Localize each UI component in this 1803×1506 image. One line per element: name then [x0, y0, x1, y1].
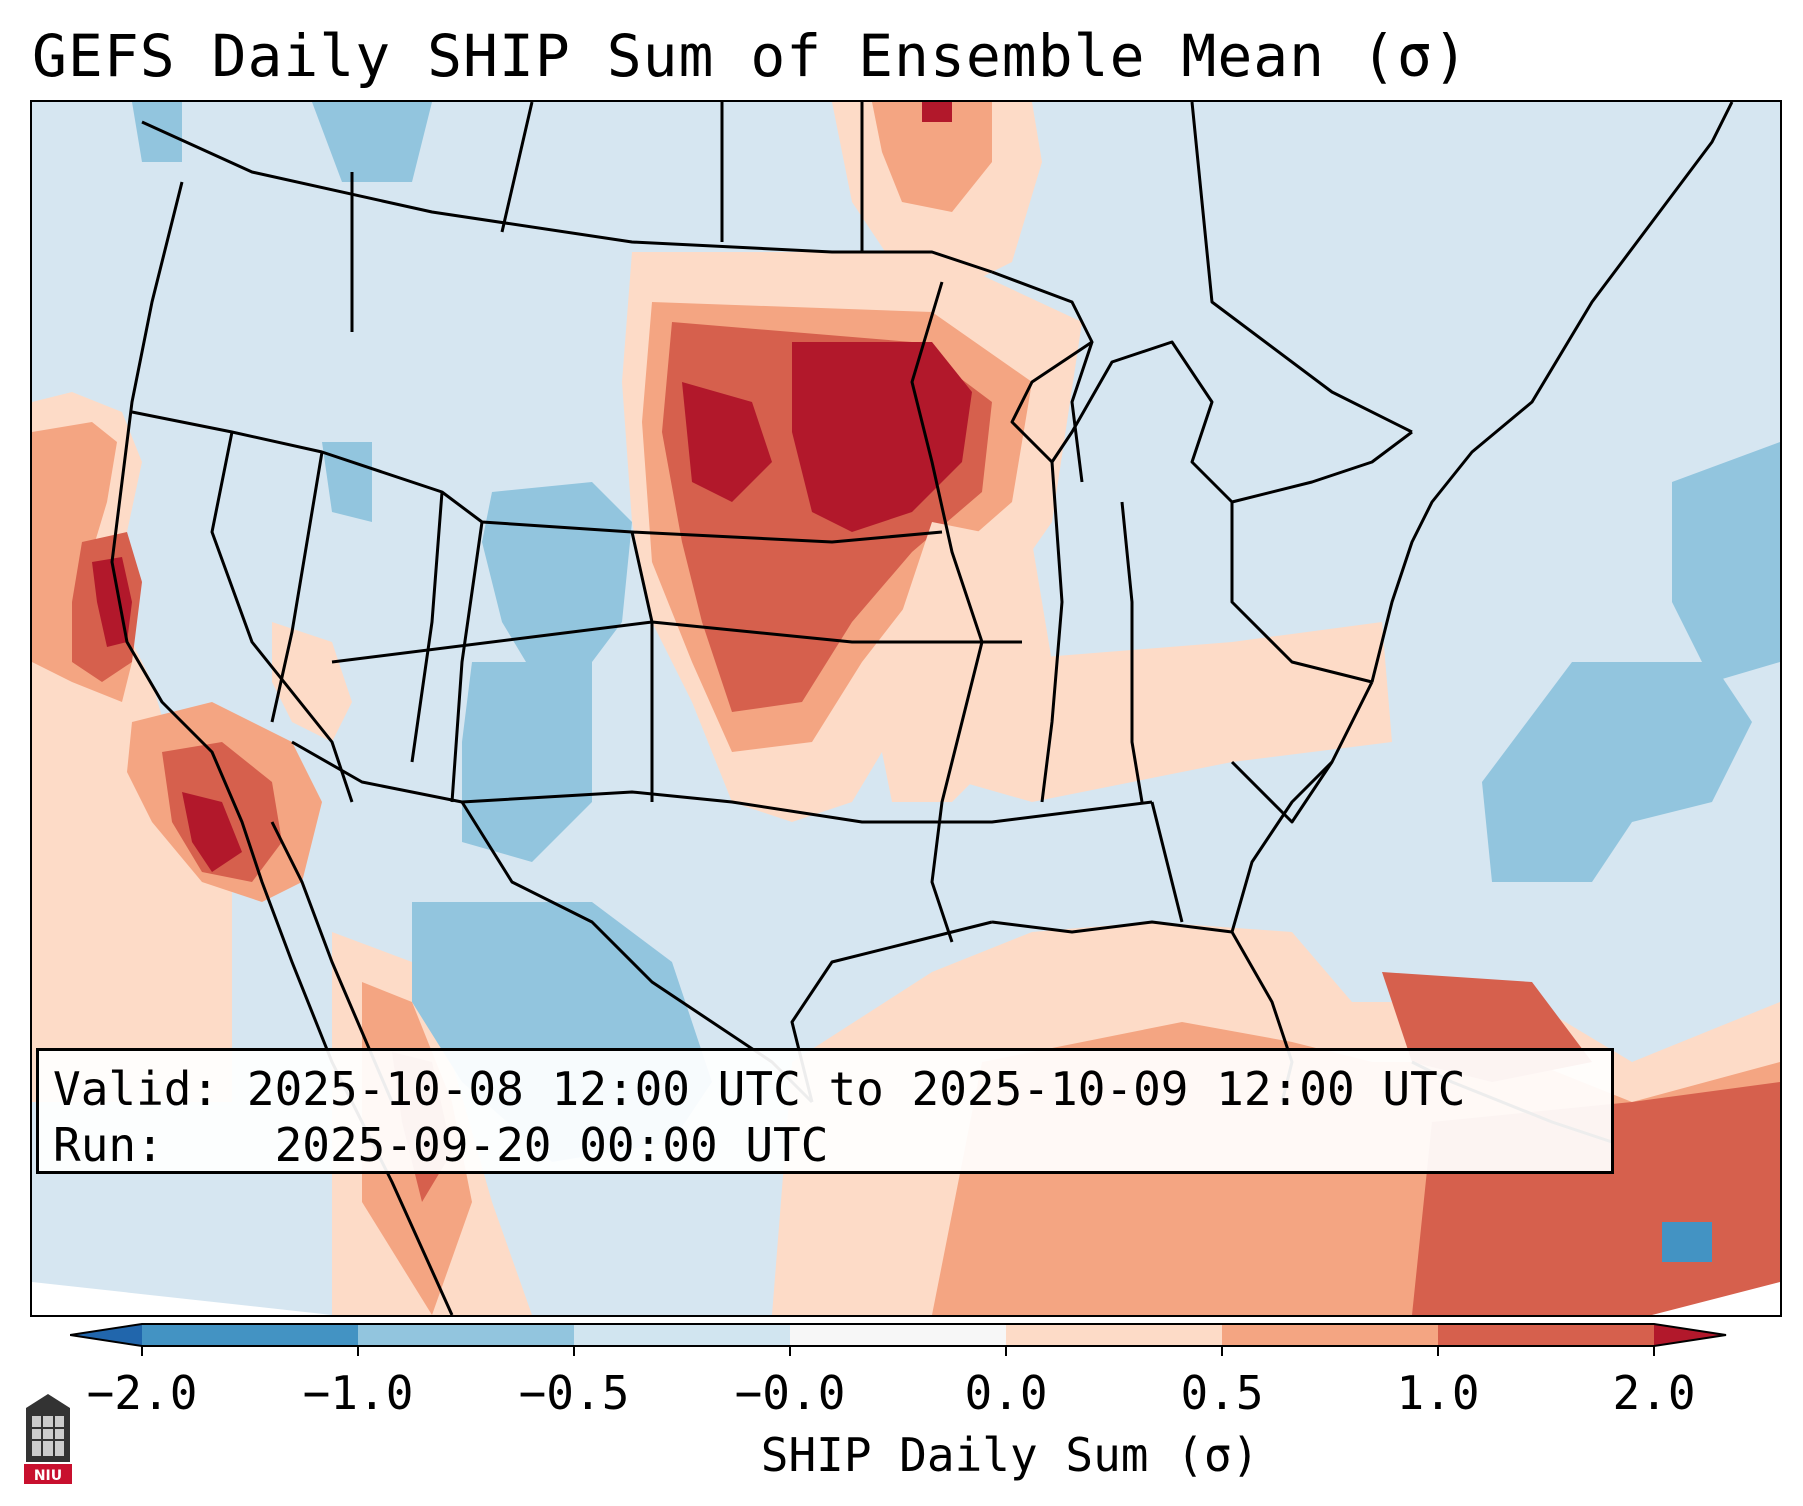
colorbar-segment [142, 1324, 358, 1346]
atlantic-cool-region-1 [1672, 442, 1780, 682]
colorbar-segment [358, 1324, 574, 1346]
mississippi-river [910, 281, 984, 943]
logo-text: NIU [34, 1468, 62, 1484]
map-title: GEFS Daily SHIP Sum of Ensemble Mean (σ) [32, 22, 1469, 90]
colorbar-extend-low [70, 1324, 142, 1346]
colorbar-tick-label: 0.0 [964, 1366, 1048, 1420]
logo-window-lines [32, 1416, 64, 1456]
valid-value: 2025-10-08 12:00 UTC to 2025-10-09 12:00… [246, 1062, 1466, 1116]
bc-cool-region [132, 102, 182, 162]
boundary-lines [110, 102, 1734, 1315]
ohio-pennsylvania-border [1230, 502, 1373, 684]
florida-atlantic-coast [1230, 681, 1374, 933]
colorbar-segment [1222, 1324, 1438, 1346]
ontario-quebec-border [1190, 102, 1413, 434]
east-coastline [1370, 102, 1734, 683]
indiana-ohio-border [1120, 501, 1144, 803]
southwest-extreme-region [182, 792, 242, 872]
new-mexico-cool-region [462, 662, 592, 862]
colorbar-tick-label: 0.5 [1180, 1366, 1264, 1420]
state-line-36n [331, 620, 1022, 664]
illinois-indiana-border [1040, 461, 1064, 803]
colorbar-segment [1006, 1324, 1222, 1346]
colorbar-tick-label: 2.0 [1612, 1366, 1696, 1420]
validity-info-box: Valid: 2025-10-08 12:00 UTC to 2025-10-0… [36, 1048, 1614, 1174]
canada-moderate-region [872, 102, 992, 212]
canada-extreme-cell [922, 102, 952, 122]
colorbar-segment [1438, 1324, 1654, 1346]
colorbar-segment [790, 1324, 1006, 1346]
colorbar-tick-label: −0.5 [518, 1366, 630, 1420]
utah-colorado-border [410, 491, 444, 763]
caribbean-cool-cell [1662, 1222, 1712, 1262]
logo-banner [24, 1464, 72, 1484]
valid-label: Valid: [53, 1062, 220, 1116]
run-value: 2025-09-20 00:00 UTC [274, 1118, 829, 1172]
atlantic-cool-region-2 [1482, 662, 1752, 882]
colorbar-tick-label: −1.0 [302, 1366, 414, 1420]
projection-edge-left [32, 1282, 332, 1315]
tennessee-warm-region [962, 622, 1392, 802]
colorbar-tick-label: −2.0 [86, 1366, 198, 1420]
valid-line: Valid: 2025-10-08 12:00 UTC to 2025-10-0… [53, 1061, 1597, 1117]
alberta-sask-border [500, 102, 534, 233]
colorbar-extend-high [1654, 1324, 1726, 1346]
nevada-border [210, 431, 354, 803]
idaho-cool-region [322, 442, 372, 522]
alabama-georgia-border [1150, 801, 1184, 923]
plains-extreme-region [792, 342, 972, 532]
utah-west-border [270, 451, 324, 723]
run-line: Run: 2025-09-20 00:00 UTC [53, 1117, 1597, 1173]
nevada-warm-region [272, 622, 352, 742]
alberta-cool-region [312, 102, 432, 182]
west-coastline [110, 181, 454, 1315]
california-extreme-region [92, 557, 132, 647]
state-line-north-tier [131, 410, 943, 544]
colorbar [70, 1323, 1727, 1356]
run-label: Run: [53, 1118, 164, 1172]
projection-edge-right [1652, 1282, 1780, 1315]
niu-logo-icon: NIU [24, 1394, 72, 1484]
us-canada-border [141, 120, 993, 274]
colorado-west-border [450, 521, 484, 803]
colorbar-segment [574, 1324, 790, 1346]
colorbar-label: SHIP Daily Sum (σ) [760, 1428, 1260, 1482]
colorbar-tick-label: −0.0 [734, 1366, 846, 1420]
state-line-southern [291, 740, 1153, 824]
lake-michigan-shore [1070, 341, 1094, 483]
carolinas-border [1230, 760, 1334, 824]
colorbar-tick-label: 1.0 [1396, 1366, 1480, 1420]
nebraska-extreme-region [682, 382, 772, 502]
logo-window-grid [32, 1416, 64, 1456]
great-lakes-shore [991, 270, 1413, 504]
